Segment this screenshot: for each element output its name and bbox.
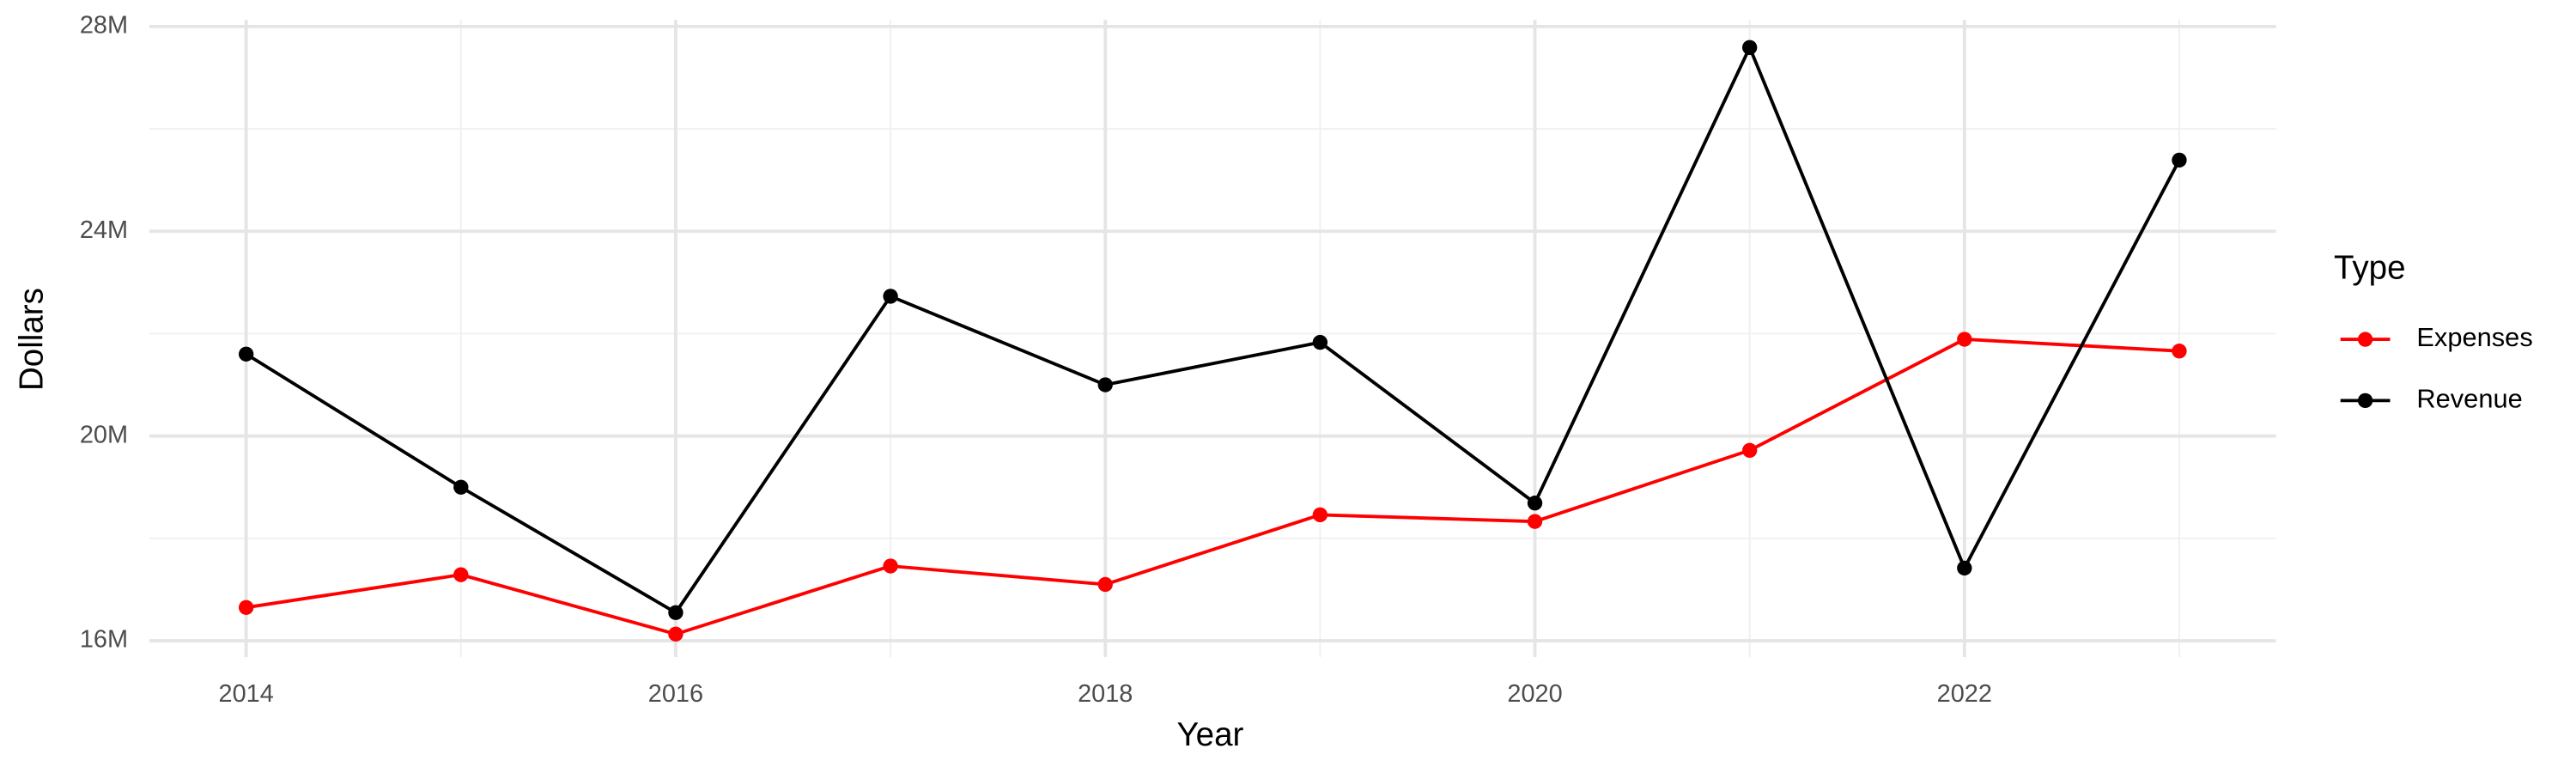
- data-point: [668, 605, 683, 620]
- y-tick-label: 16M: [80, 626, 128, 654]
- data-point: [883, 558, 898, 574]
- x-tick-label: 2014: [219, 680, 274, 708]
- data-point: [453, 567, 469, 582]
- data-point: [1742, 442, 1758, 459]
- data-point: [2172, 152, 2187, 168]
- y-tick-label: 24M: [80, 216, 128, 244]
- data-point: [2172, 344, 2187, 359]
- data-point: [453, 479, 469, 495]
- legend-label: Revenue: [2416, 384, 2522, 414]
- data-point: [238, 600, 254, 615]
- data-point: [1527, 514, 1543, 529]
- data-point: [1097, 576, 1113, 593]
- x-tick-label: 2016: [648, 680, 703, 708]
- x-axis-title: Year: [1176, 716, 1243, 753]
- x-tick-label: 2022: [1937, 680, 1992, 708]
- data-point: [883, 289, 898, 304]
- data-point: [1742, 40, 1758, 55]
- legend-title: Type: [2334, 249, 2406, 286]
- series-line: [245, 43, 2181, 615]
- legend-marker: [2357, 332, 2373, 347]
- legend-label: Expenses: [2416, 322, 2532, 352]
- series-line: [246, 338, 2180, 636]
- data-point: [238, 346, 254, 362]
- data-point: [668, 626, 683, 642]
- data-point: [1957, 332, 1972, 347]
- legend-marker: [2357, 393, 2373, 409]
- y-tick-label: 28M: [80, 12, 128, 40]
- x-tick-label: 2020: [1507, 680, 1562, 708]
- x-tick-label: 2018: [1078, 680, 1133, 708]
- data-point: [1312, 507, 1328, 523]
- y-axis-title: Dollars: [13, 288, 50, 391]
- data-point: [1097, 377, 1113, 393]
- data-point: [1957, 560, 1972, 576]
- data-point: [1527, 496, 1543, 511]
- y-tick-label: 20M: [80, 421, 128, 448]
- data-point: [1312, 334, 1328, 350]
